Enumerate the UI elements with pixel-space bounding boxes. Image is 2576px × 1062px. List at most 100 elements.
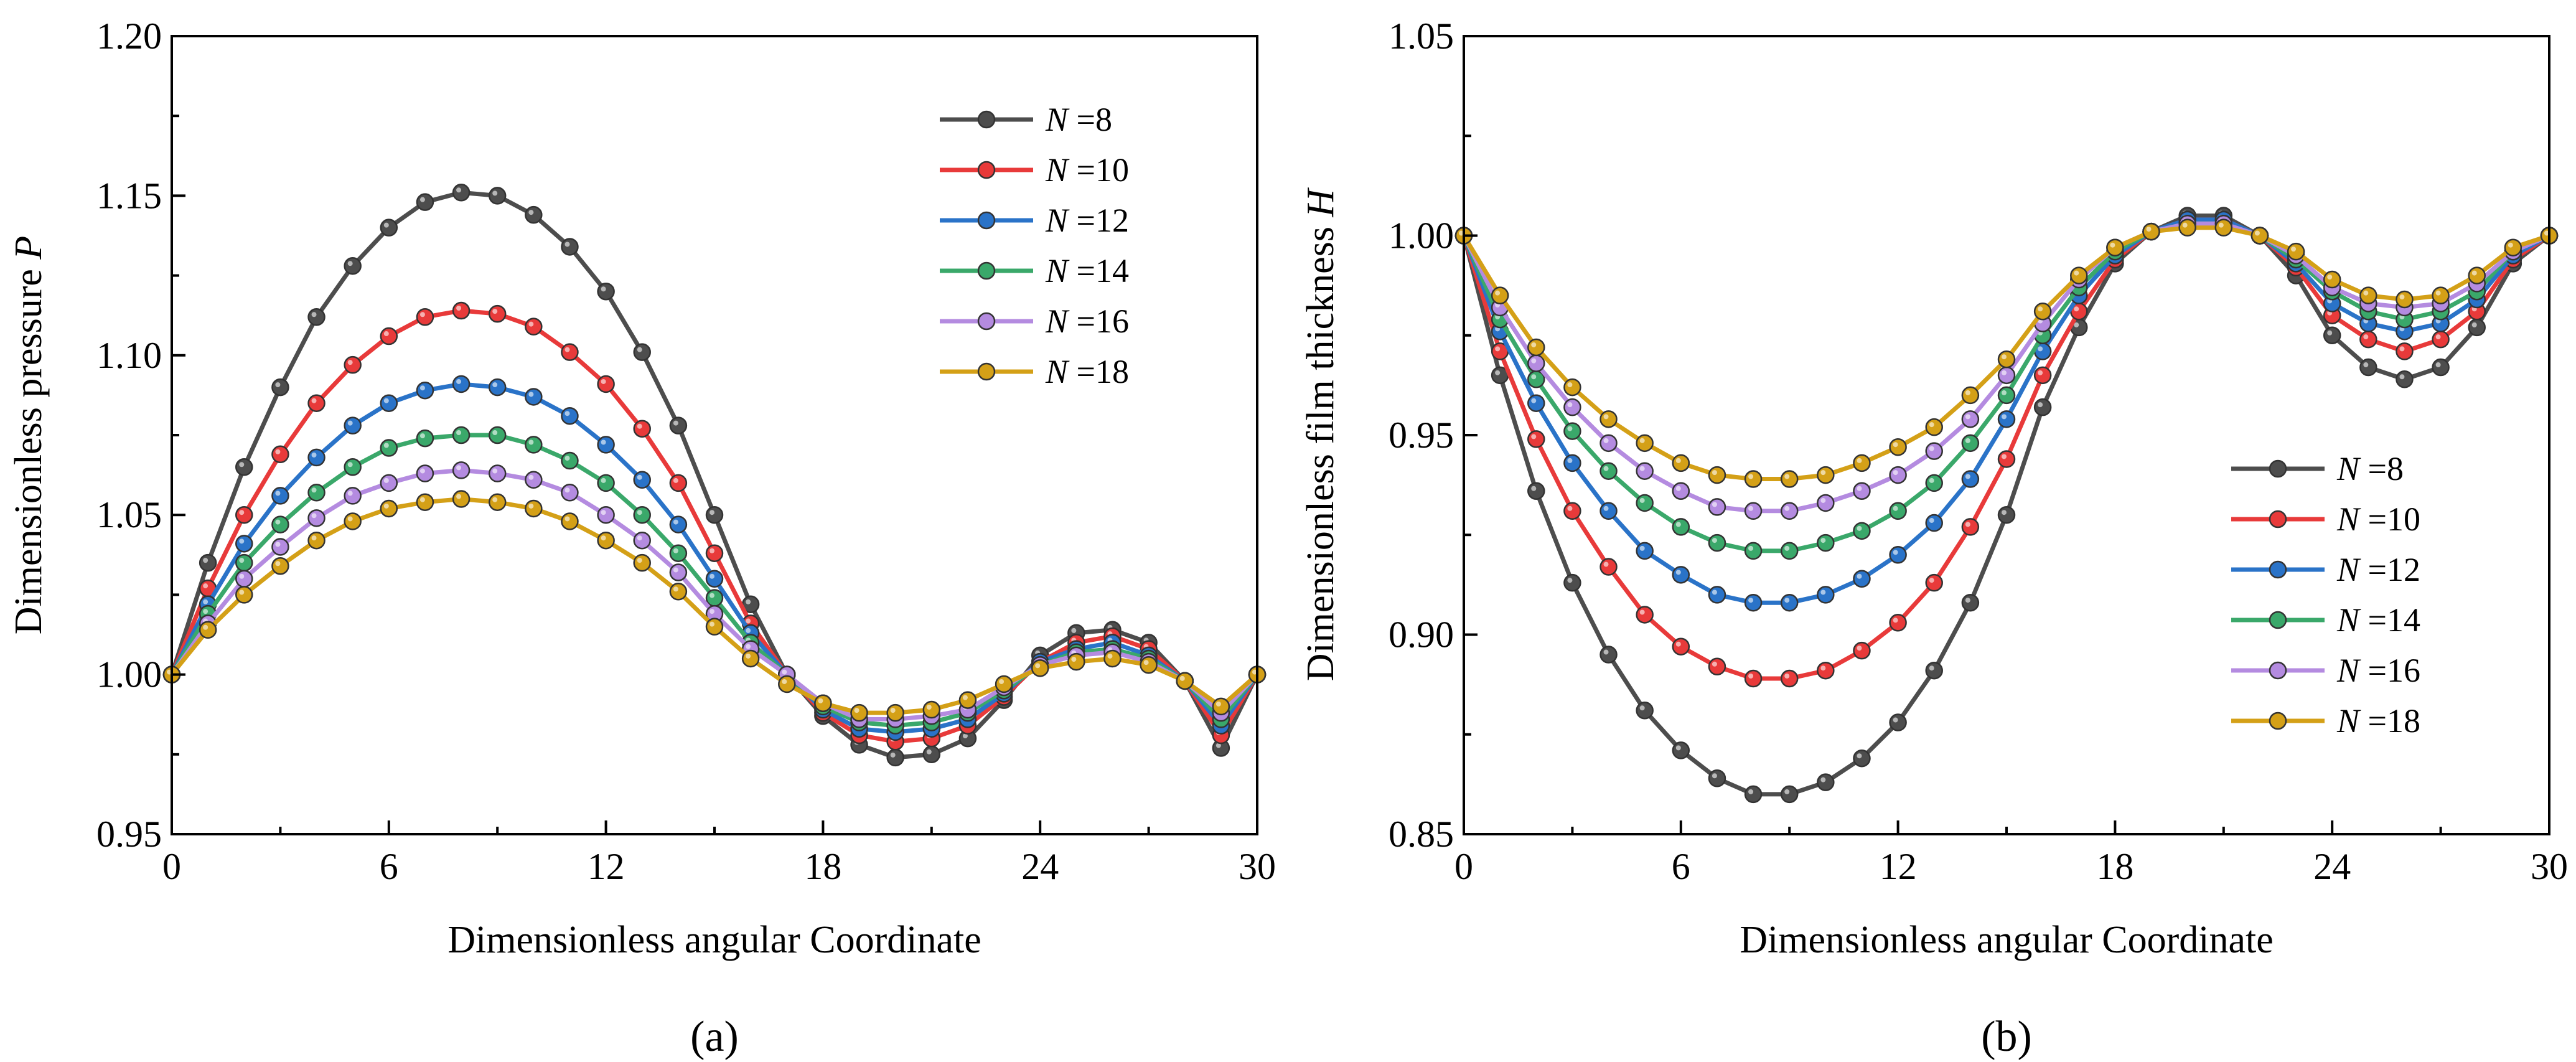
data-point <box>669 474 688 492</box>
data-point <box>307 531 326 550</box>
legend-marker <box>2269 661 2287 680</box>
data-point-highlight <box>239 573 245 579</box>
data-point <box>380 219 398 237</box>
legend-item: N =10 <box>2231 500 2420 538</box>
data-point-highlight <box>1929 477 1934 483</box>
data-point <box>2396 370 2414 388</box>
data-point-highlight <box>890 752 896 758</box>
legend-label-var: N <box>2336 652 2361 689</box>
data-point-highlight <box>528 474 534 480</box>
data-point <box>1817 586 1835 604</box>
data-point-highlight <box>528 321 534 327</box>
legend-label: N =8 <box>1045 101 1112 138</box>
data-point-highlight <box>1857 486 1862 491</box>
data-point-highlight <box>564 516 570 522</box>
data-point <box>1744 669 1763 688</box>
data-point-highlight <box>1035 663 1041 669</box>
data-point-highlight <box>637 347 642 352</box>
data-point <box>1925 474 1943 492</box>
data-point-highlight <box>1965 474 1970 479</box>
data-point <box>488 426 507 444</box>
data-point <box>1817 466 1835 484</box>
legend-label-value: =14 <box>2359 601 2420 639</box>
data-point <box>705 570 724 588</box>
data-point <box>1744 542 1763 560</box>
data-point-highlight <box>492 309 498 314</box>
data-point <box>307 308 326 326</box>
data-point <box>271 445 289 464</box>
data-point-highlight <box>203 583 208 589</box>
data-point-highlight <box>1603 438 1609 443</box>
x-tick-label: 6 <box>380 846 398 887</box>
data-point-highlight <box>1567 382 1573 388</box>
data-point <box>1997 366 2016 385</box>
data-point-highlight <box>1820 538 1826 543</box>
data-point-highlight <box>1784 674 1790 679</box>
data-point <box>235 458 253 476</box>
y-axis-title-var: H <box>1300 187 1342 218</box>
data-point-highlight <box>1857 525 1862 531</box>
data-point-highlight <box>746 627 751 633</box>
data-point <box>1853 641 1871 660</box>
data-point-highlight <box>2435 362 2441 368</box>
data-point-highlight <box>347 491 353 496</box>
data-point <box>561 451 579 470</box>
data-point <box>597 531 615 550</box>
data-point <box>633 505 651 524</box>
data-point <box>1744 502 1763 520</box>
data-point <box>1563 422 1581 440</box>
data-point <box>199 621 217 639</box>
data-point <box>380 439 398 457</box>
data-point <box>416 193 434 211</box>
data-point <box>1563 398 1581 416</box>
x-tick-label: 12 <box>1880 846 1917 887</box>
data-point-highlight <box>1748 789 1754 794</box>
data-point-highlight <box>492 430 498 435</box>
data-point <box>1672 741 1690 759</box>
data-point-highlight <box>710 548 714 553</box>
panel-label: (b) <box>1981 1013 2032 1061</box>
data-point <box>669 544 688 562</box>
data-point <box>525 317 543 336</box>
data-point <box>488 493 507 511</box>
legend: N =8N =10N =12N =14N =16N =18 <box>940 101 1129 390</box>
data-point <box>1817 533 1835 552</box>
data-point <box>1889 438 1907 456</box>
data-point <box>597 474 615 492</box>
data-point <box>525 205 543 224</box>
legend-item: N =16 <box>940 303 1129 340</box>
data-point-highlight <box>2254 230 2260 236</box>
data-point-highlight <box>1893 442 1898 448</box>
data-point <box>1708 769 1726 787</box>
data-point <box>271 515 289 533</box>
data-point <box>1672 454 1690 472</box>
legend-marker <box>2269 459 2287 478</box>
data-point-highlight <box>564 456 570 461</box>
data-point <box>488 187 507 205</box>
data-point-highlight <box>601 510 606 515</box>
data-point <box>597 375 615 393</box>
legend-item: N =16 <box>2231 652 2420 689</box>
x-tick-label: 18 <box>2096 846 2133 887</box>
y-axis-title: Dimensionless film thickness H <box>1300 187 1342 682</box>
data-point-highlight <box>1820 497 1826 503</box>
data-point <box>416 464 434 482</box>
data-point-highlight <box>962 733 968 739</box>
data-point-highlight <box>673 567 678 573</box>
data-point-highlight <box>1495 370 1501 375</box>
data-point <box>1961 434 1980 453</box>
data-point <box>416 493 434 511</box>
data-point-highlight <box>347 462 353 468</box>
data-point <box>416 308 434 326</box>
data-point-highlight <box>1143 660 1149 665</box>
data-point <box>1780 502 1799 520</box>
x-tick-label: 30 <box>2531 846 2568 887</box>
data-point <box>669 583 688 601</box>
legend-label-value: =8 <box>2359 450 2404 487</box>
data-point-highlight <box>2074 322 2079 327</box>
data-point <box>1599 410 1618 428</box>
data-point-highlight <box>1857 753 1862 759</box>
legend-label: N =8 <box>2336 450 2404 487</box>
data-point <box>1997 505 2016 524</box>
data-point-highlight <box>1603 505 1609 511</box>
